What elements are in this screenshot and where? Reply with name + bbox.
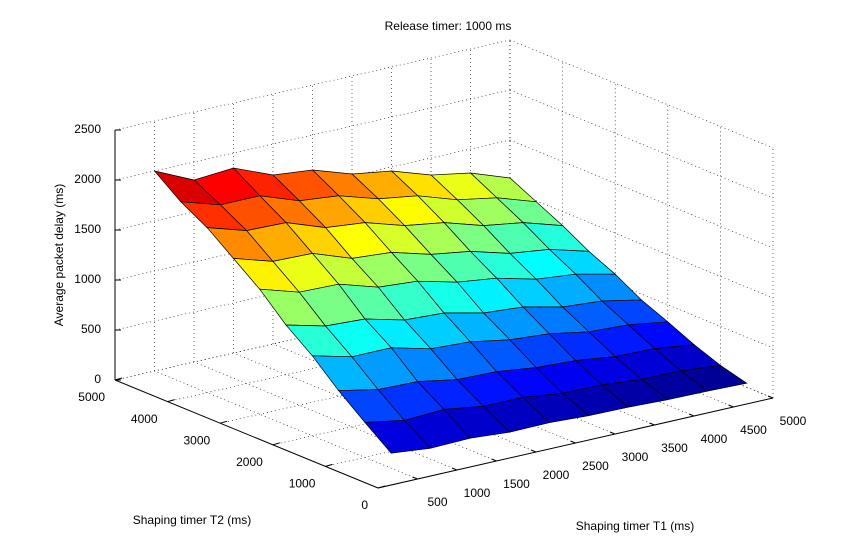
x-tick-label: 4000 xyxy=(701,432,728,446)
x-tick xyxy=(491,458,497,462)
x-tick xyxy=(530,449,537,453)
y-tick-label: 4000 xyxy=(131,412,158,426)
x-tick-label: 2000 xyxy=(543,468,570,482)
x-tick-label: 5000 xyxy=(780,414,807,428)
grid-line xyxy=(509,189,774,299)
x-tick xyxy=(570,440,576,444)
x-tick-label: 1000 xyxy=(464,486,491,500)
y-tick-label: 5000 xyxy=(78,390,105,404)
y-tick-label: 1000 xyxy=(289,477,316,491)
x-tick-label: 3500 xyxy=(661,441,688,455)
x-axis-label: Shaping timer T1 (ms) xyxy=(576,519,694,533)
y-axis xyxy=(114,379,379,489)
y-tick xyxy=(220,420,228,424)
z-tick-label: 0 xyxy=(94,372,101,386)
x-tick xyxy=(649,422,655,426)
grid-line xyxy=(193,361,458,471)
y-tick-label: 2000 xyxy=(236,455,263,469)
y-tick-label: 3000 xyxy=(183,433,210,447)
y-tick xyxy=(325,463,333,467)
x-tick xyxy=(728,404,734,408)
grid-line xyxy=(509,239,774,349)
x-tick-label: 500 xyxy=(427,495,447,509)
x-tick-label: 1500 xyxy=(503,477,530,491)
z-tick-label: 1500 xyxy=(74,222,101,236)
y-tick xyxy=(114,377,123,381)
y-tick-label: 0 xyxy=(361,498,368,512)
y-axis-label: Shaping timer T2 (ms) xyxy=(133,513,251,527)
x-tick xyxy=(609,431,616,435)
y-tick xyxy=(272,442,280,446)
x-tick xyxy=(767,395,774,399)
chart-title: Release timer: 1000 ms xyxy=(385,19,512,33)
grid-line xyxy=(154,370,418,480)
grid-line xyxy=(233,352,497,462)
z-tick-label: 2000 xyxy=(74,172,101,186)
z-tick-label: 500 xyxy=(81,322,101,336)
x-tick-label: 4500 xyxy=(740,423,767,437)
grid-line xyxy=(509,89,774,199)
x-tick xyxy=(412,476,418,480)
x-tick-label: 3000 xyxy=(622,450,649,464)
y-tick xyxy=(167,399,175,403)
x-tick-label: 2500 xyxy=(582,459,609,473)
x-tick xyxy=(451,467,458,471)
y-tick xyxy=(377,485,386,489)
grid-line xyxy=(509,39,774,149)
grid-line xyxy=(509,139,774,249)
surface-patch xyxy=(364,420,432,454)
z-tick-label: 1000 xyxy=(74,272,101,286)
x-tick xyxy=(688,413,695,417)
z-tick-label: 2500 xyxy=(74,122,101,136)
z-axis-label: Average packet delay (ms) xyxy=(52,184,66,327)
